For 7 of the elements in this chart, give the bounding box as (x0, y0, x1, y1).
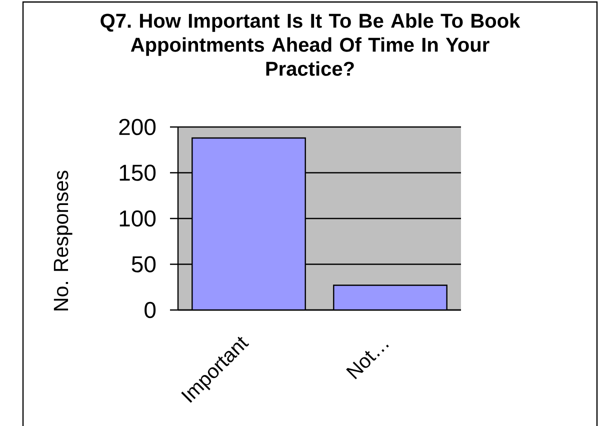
y-tick-label: 50 (132, 256, 156, 272)
y-tick-label: 0 (144, 302, 156, 318)
y-tick-label: 100 (120, 210, 156, 227)
chart-title: Q7. How Important Is It To Be Able To Book Appointments Ahead Of Time In Your Practice? (100, 13, 520, 76)
y-tick-label: 150 (120, 164, 156, 181)
y-tick-label: 200 (119, 118, 156, 136)
y-axis-title: No. Responses (54, 170, 72, 310)
